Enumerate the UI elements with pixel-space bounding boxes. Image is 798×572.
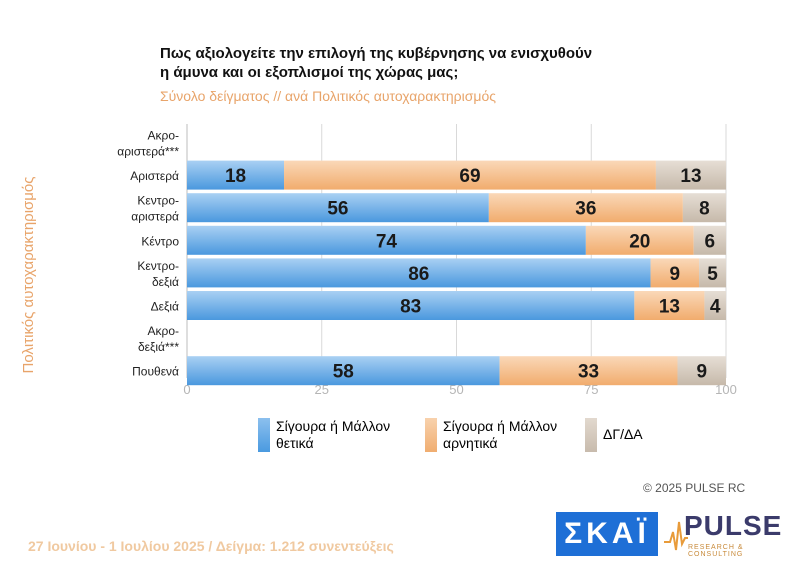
survey-dates-sample-footer: 27 Ιουνίου - 1 Ιουλίου 2025 / Δείγμα: 1.… <box>28 538 394 554</box>
legend-swatch-positive <box>258 418 270 452</box>
legend-item-negative: Σίγουρα ή Μάλλον αρνητικά <box>425 418 557 452</box>
category-label: Κέντρο <box>141 234 179 248</box>
legend-label-positive-line1: Σίγουρα ή Μάλλον <box>276 418 391 434</box>
data-label: 58 <box>333 362 354 383</box>
x-tick-label: 25 <box>315 382 329 397</box>
category-label: αριστερά <box>131 210 179 224</box>
category-label: Αριστερά <box>130 169 179 183</box>
bar-segment <box>682 193 726 223</box>
bar-segment <box>704 291 726 320</box>
bar-segment <box>187 160 285 190</box>
pulse-logo-subtitle: RESEARCH & CONSULTING <box>688 544 744 558</box>
legend-item-positive: Σίγουρα ή Μάλλον θετικά <box>258 418 390 452</box>
data-label: 86 <box>408 264 429 285</box>
category-label: Κεντρο- <box>137 259 179 273</box>
bar-segment <box>187 225 586 255</box>
data-label: 9 <box>670 264 681 285</box>
bar-segment <box>187 193 489 223</box>
bar-segment <box>634 291 705 320</box>
pulse-logo-wordmark: PULSE <box>684 510 783 541</box>
bar-segment <box>187 291 635 320</box>
data-label: 83 <box>400 297 421 318</box>
copyright-note: © 2025 PULSE RC <box>643 481 746 495</box>
category-label: αριστερά*** <box>117 145 179 159</box>
pulse-wave-icon <box>664 521 688 551</box>
chart-title-line-1: Πως αξιολογείτε την επιλογή της κυβέρνησ… <box>160 45 593 62</box>
legend-label-positive-line2: θετικά <box>276 435 314 451</box>
legend-swatch-dk-na <box>585 418 597 452</box>
bar-segment <box>585 225 694 255</box>
bar-segment <box>693 225 726 255</box>
data-label: 8 <box>699 199 710 220</box>
legend-label-negative-line2: αρνητικά <box>443 435 498 451</box>
data-label: 5 <box>707 264 718 285</box>
data-label: 69 <box>459 166 480 187</box>
skai-logo-text: ΣΚΑΪ <box>564 517 650 550</box>
category-label: Ακρο- <box>148 324 180 338</box>
bar-segment <box>677 356 726 386</box>
bar-segment <box>699 258 726 288</box>
chart-title-line-2: η άμυνα και οι εξοπλισμοί της χώρας μας; <box>160 64 459 81</box>
data-label: 33 <box>578 362 599 383</box>
data-label: 4 <box>710 297 721 318</box>
pulse-logo: PULSE RESEARCH & CONSULTING <box>664 510 786 558</box>
legend-swatch-negative <box>425 418 437 452</box>
legend-item-dk-na: ΔΓ/ΔΑ <box>585 418 643 452</box>
data-label: 13 <box>680 166 701 187</box>
bar-segment <box>187 258 651 288</box>
x-tick-label: 100 <box>715 382 737 397</box>
bar-segment <box>284 160 656 190</box>
legend-label-dk-na: ΔΓ/ΔΑ <box>603 426 643 442</box>
bar-segment <box>488 193 683 223</box>
x-tick-label: 50 <box>449 382 463 397</box>
bar-segment <box>499 356 678 386</box>
bar-segment <box>655 160 726 190</box>
bar-segment <box>650 258 700 288</box>
data-label: 56 <box>327 199 348 220</box>
chart-title: Πως αξιολογείτε την επιλογή της κυβέρνησ… <box>160 44 680 82</box>
stacked-bar-chart: 0255075100PULSEΑκρο-αριστερά***Αριστερά1… <box>117 124 737 397</box>
x-tick-label: 0 <box>183 382 190 397</box>
bar-segment <box>187 356 500 386</box>
data-label: 6 <box>705 231 716 252</box>
data-label: 9 <box>696 362 707 383</box>
category-label: Ακρο- <box>148 129 180 143</box>
chart-subtitle: Σύνολο δείγματος // ανά Πολιτικός αυτοχα… <box>160 88 496 104</box>
x-tick-label: 75 <box>584 382 598 397</box>
legend-label-negative-line1: Σίγουρα ή Μάλλον <box>443 418 558 434</box>
data-label: 13 <box>659 297 680 318</box>
skai-logo: ΣΚΑΪ <box>556 512 658 556</box>
data-label: 36 <box>575 199 596 220</box>
category-label: Πουθενά <box>132 365 179 379</box>
data-label: 18 <box>225 166 246 187</box>
data-label: 20 <box>629 231 650 252</box>
category-label: δεξιά <box>152 275 179 289</box>
category-label: Δεξιά <box>151 300 179 314</box>
category-label: δεξιά*** <box>138 340 179 354</box>
data-label: 74 <box>376 231 398 252</box>
category-label: Κεντρο- <box>137 194 179 208</box>
